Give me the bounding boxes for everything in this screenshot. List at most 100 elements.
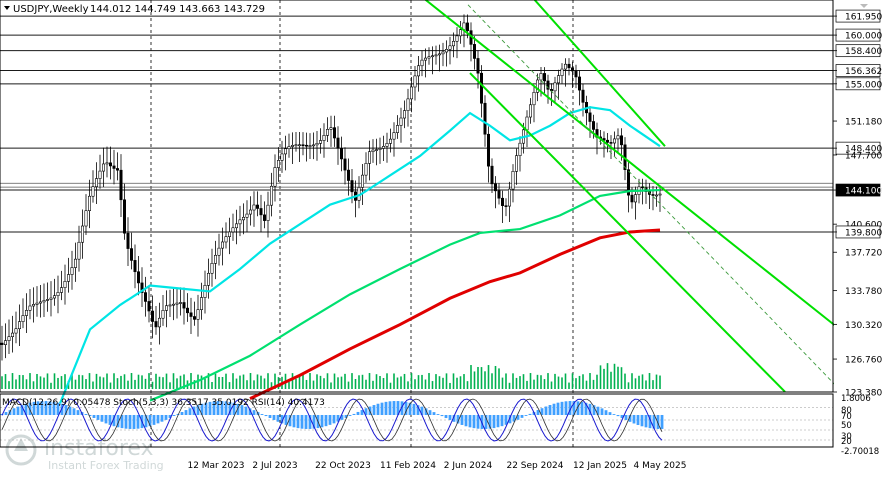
macd-bar bbox=[212, 401, 216, 415]
volume-bar bbox=[179, 375, 182, 389]
volume-bar bbox=[389, 382, 392, 389]
volume-bar bbox=[85, 379, 87, 389]
volume-bar bbox=[25, 379, 28, 389]
volume-bar bbox=[445, 373, 448, 389]
macd-bar bbox=[448, 415, 452, 420]
candle bbox=[0, 342, 4, 345]
macd-bar bbox=[332, 415, 336, 424]
candle bbox=[500, 197, 504, 206]
candle bbox=[535, 79, 539, 93]
volume-bar bbox=[351, 373, 353, 389]
macd-bar bbox=[148, 415, 152, 427]
macd-bar bbox=[144, 415, 148, 428]
macd-bar bbox=[200, 403, 204, 415]
volume-bar bbox=[109, 382, 112, 389]
candle bbox=[116, 168, 120, 171]
volume-bar bbox=[323, 378, 325, 389]
volume-bar bbox=[578, 375, 581, 389]
oscillator-axis-label: 80 bbox=[841, 406, 852, 416]
candle bbox=[262, 214, 266, 221]
candle bbox=[74, 258, 78, 268]
volume-bar bbox=[309, 373, 311, 389]
volume-bar bbox=[403, 373, 406, 389]
macd-bar bbox=[432, 412, 436, 415]
price-axis-label: 161.950 bbox=[845, 13, 882, 23]
volume-bar bbox=[333, 373, 336, 389]
macd-bar bbox=[268, 415, 272, 419]
volume-bar bbox=[494, 365, 497, 389]
candle bbox=[67, 274, 71, 282]
price-axis-label: 158.400 bbox=[845, 47, 882, 57]
candle bbox=[56, 292, 60, 297]
volume-bar bbox=[641, 374, 644, 389]
time-axis-label: 4 May 2025 bbox=[634, 461, 687, 471]
trend-channel-line bbox=[469, 72, 786, 393]
macd-bar bbox=[464, 415, 468, 427]
candle bbox=[434, 54, 438, 57]
macd-bar bbox=[536, 410, 540, 415]
current-price-label: 144.100 bbox=[845, 187, 882, 197]
macd-bar bbox=[484, 415, 488, 429]
volume-bar bbox=[232, 373, 234, 389]
volume-bar bbox=[368, 373, 371, 389]
volume-bar bbox=[53, 373, 56, 389]
macd-bar bbox=[156, 415, 160, 424]
volume-bar bbox=[176, 378, 178, 389]
candle bbox=[577, 76, 581, 91]
volume-bar bbox=[15, 379, 17, 389]
volume-bar bbox=[547, 373, 549, 389]
macd-bar bbox=[584, 402, 588, 415]
volume-bar bbox=[92, 381, 94, 389]
candle bbox=[413, 75, 417, 88]
volume-bar bbox=[256, 374, 259, 389]
macd-bar bbox=[504, 415, 508, 425]
volume-bar bbox=[274, 373, 276, 389]
volume-bar bbox=[207, 373, 210, 389]
candle bbox=[514, 155, 518, 172]
macd-bar bbox=[396, 401, 400, 415]
candle bbox=[290, 144, 294, 147]
volume-bar bbox=[102, 377, 105, 389]
candle bbox=[70, 267, 74, 275]
volume-bar bbox=[316, 374, 318, 389]
macd-bar bbox=[32, 401, 36, 415]
volume-bar bbox=[487, 365, 490, 389]
volume-bar bbox=[344, 373, 346, 389]
volume-bar bbox=[459, 376, 462, 389]
macd-bar bbox=[248, 408, 252, 415]
macd-bar bbox=[296, 415, 300, 429]
macd-bar bbox=[648, 415, 652, 429]
volume-bar bbox=[508, 382, 511, 389]
volume-bar bbox=[515, 377, 518, 389]
volume-bar bbox=[330, 382, 332, 389]
volume-bar bbox=[480, 367, 483, 389]
macd-bar bbox=[516, 415, 520, 420]
moving-average-line bbox=[149, 188, 661, 402]
trend-channel-line bbox=[533, 0, 666, 147]
volume-bar bbox=[498, 368, 500, 389]
volume-bar bbox=[277, 377, 280, 389]
macd-bar bbox=[16, 406, 20, 415]
candle bbox=[297, 144, 301, 147]
candle bbox=[546, 80, 550, 90]
candle bbox=[441, 51, 445, 55]
candle bbox=[448, 45, 452, 50]
candle bbox=[658, 193, 662, 196]
candle bbox=[28, 305, 32, 311]
candle bbox=[266, 204, 270, 221]
volume-bar bbox=[337, 377, 339, 389]
macd-bar bbox=[612, 414, 616, 415]
volume-bar bbox=[522, 374, 525, 389]
macd-bar bbox=[556, 402, 560, 415]
candle bbox=[301, 144, 305, 147]
price-axis-label: 160.000 bbox=[845, 32, 882, 42]
macd-bar bbox=[28, 402, 32, 415]
volume-bar bbox=[561, 377, 563, 389]
macd-bar bbox=[444, 415, 448, 419]
macd-bar bbox=[644, 415, 648, 428]
symbol-dropdown-icon[interactable] bbox=[4, 6, 10, 10]
macd-bar bbox=[100, 415, 104, 422]
candle bbox=[437, 53, 441, 56]
